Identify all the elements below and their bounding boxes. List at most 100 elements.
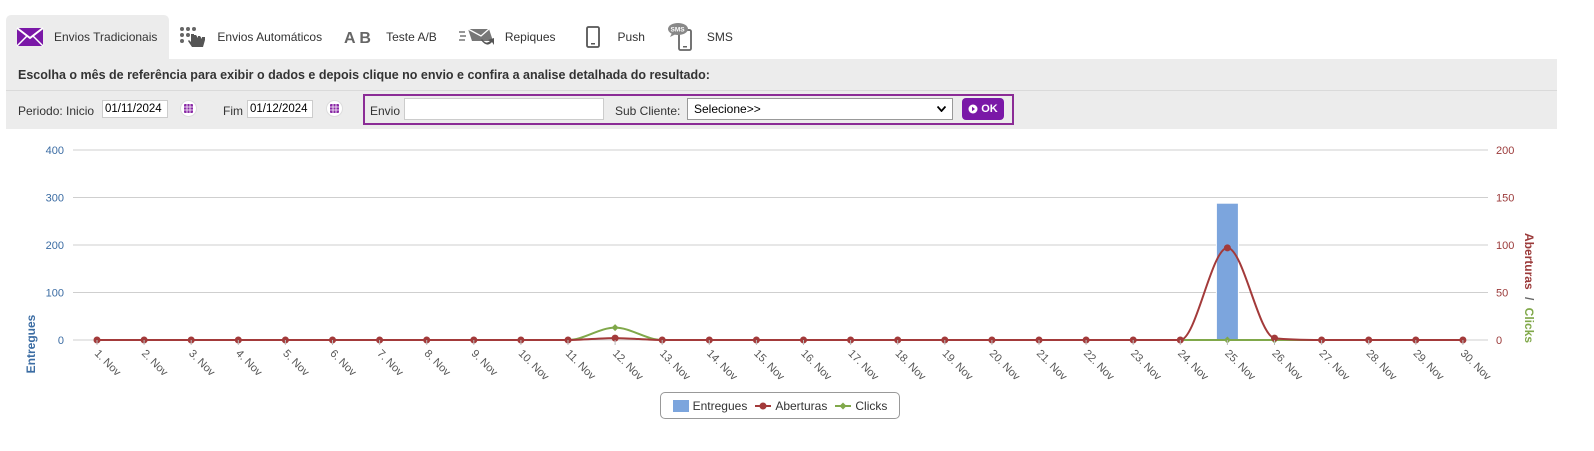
envio-label: Envio [370,104,401,118]
x-tick-label: 1. Nov [92,348,123,379]
ab-test-icon: A B [344,29,376,45]
resend-envelope-icon [458,26,495,48]
bar-entregues [1215,202,1239,341]
y-axis-right-title-clicks: Clicks [1522,308,1536,344]
period-end-label: Fim [223,104,243,118]
start-date-input[interactable] [102,100,168,118]
grid-lines [73,149,1488,341]
x-tick-label: 14. Nov [704,348,740,384]
tab-bar: Envios Tradicionais Envios Automáticos A… [6,15,745,59]
x-tick-label: 25. Nov [1222,348,1258,384]
x-tick-label: 27. Nov [1316,348,1352,384]
envelope-icon [16,27,44,47]
x-tick-label: 30. Nov [1458,348,1494,384]
y-axis-right-title: Aberturas / Clicks [1522,233,1536,343]
chart-legend: Entregues Aberturas Clicks [660,392,900,419]
legend-label: Entregues [692,398,748,413]
x-tick-label: 3. Nov [186,348,217,379]
x-tick-label: 12. Nov [610,348,646,384]
ok-label: OK [981,103,998,115]
y-axis-left-title: Entregues [24,314,38,373]
y-right-tick-label: 50 [1496,288,1508,300]
legend-label: Clicks [855,398,888,413]
x-tick-label: 2. Nov [139,348,170,379]
filter-row: Periodo: Inicio Fim Envio Sub Cliente: S… [6,93,1557,127]
tab-push[interactable]: Push [568,15,657,59]
x-tick-label: 28. Nov [1364,348,1400,384]
x-tick-label: 24. Nov [1175,348,1211,384]
point-aberturas [1223,244,1231,252]
x-tick-label: 19. Nov [940,348,976,384]
play-circle-icon [968,104,978,114]
x-tick-label: 22. Nov [1081,348,1117,384]
x-tick-label: 26. Nov [1269,348,1305,384]
legend-item-clicks[interactable]: Clicks [835,399,887,413]
end-date-input[interactable] [247,100,313,118]
tab-envios-tradicionais[interactable]: Envios Tradicionais [6,15,170,59]
x-tick-label: 17. Nov [845,348,881,384]
ok-button[interactable]: OK [962,98,1004,120]
sub-cliente-select[interactable]: Selecione>> [687,98,953,120]
svg-text:SMS: SMS [670,27,685,34]
point-clicks [611,324,619,332]
tab-repiques[interactable]: Repiques [449,15,568,59]
legend-line-swatch [755,402,772,409]
tab-label: Envios Tradicionais [54,30,158,44]
x-tick-label: 21. Nov [1034,348,1070,384]
x-tick-label: 15. Nov [751,348,787,384]
legend-bar-swatch [672,399,689,412]
tab-label: Push [617,30,645,44]
x-tick-label: 10. Nov [516,348,552,384]
line-series [93,244,1467,344]
point-aberturas [1271,334,1278,342]
sub-cliente-selected: Selecione>> [694,102,761,116]
axis-ticks: 0 100 200 300 400 0 50 100 150 200 1. Nov 2. Nov 3. … [46,145,1515,383]
legend-label: Aberturas [775,398,828,413]
x-tick-label: 5. Nov [280,348,311,379]
chevron-down-icon [937,106,946,112]
line-clicks [96,326,1463,341]
period-start-label: Periodo: Inicio [18,104,95,118]
x-tick-label: 6. Nov [327,348,358,379]
y-left-tick-label: 100 [46,288,64,300]
x-tick-label: 8. Nov [422,348,453,379]
legend-item-aberturas[interactable]: Aberturas [755,399,827,413]
y-left-tick-label: 400 [46,145,64,157]
line-aberturas [96,246,1463,341]
point-aberturas [611,334,619,342]
x-tick-label: 11. Nov [563,348,598,383]
calendar-icon[interactable] [180,100,197,117]
svg-text:A B: A B [344,30,371,45]
x-tick-label: 20. Nov [987,348,1023,384]
y-right-tick-label: 150 [1496,193,1514,205]
tab-label: Teste A/B [386,30,437,44]
tab-sms[interactable]: SMS SMS [657,15,745,59]
x-tick-label: 18. Nov [893,348,929,384]
sms-phone-icon: SMS [667,22,697,52]
tab-teste-ab[interactable]: A B Teste A/B [334,15,449,59]
tab-envios-automaticos[interactable]: Envios Automáticos [169,15,334,59]
tab-label: SMS [706,30,733,44]
x-tick-label: 29. Nov [1411,348,1447,384]
envio-filter-box: Envio Sub Cliente: Selecione>> OK [363,94,1014,125]
x-tick-label: 23. Nov [1128,348,1164,384]
y-left-tick-label: 300 [46,193,64,205]
envio-input[interactable] [404,98,604,120]
y-axis-right-title-aberturas: Aberturas [1522,233,1536,290]
legend-item-entregues[interactable]: Entregues [672,398,748,413]
x-tick-label: 4. Nov [233,348,264,379]
x-tick-label: 7. Nov [374,348,405,379]
calendar-icon[interactable] [326,100,343,117]
automation-hand-icon [179,26,207,48]
y-right-tick-label: 200 [1496,145,1514,157]
legend-line-swatch [835,402,852,409]
y-left-tick-label: 200 [46,240,64,252]
x-tick-label: 13. Nov [657,348,693,384]
tab-label: Repiques [504,30,556,44]
y-right-tick-label: 100 [1496,240,1514,252]
bars-series [1215,202,1239,341]
mobile-phone-icon [585,26,600,48]
instructions-text: Escolha o mês de referência para exibir … [18,68,710,82]
y-right-tick-label: 0 [1496,335,1502,347]
x-tick-label: 16. Nov [798,348,834,384]
